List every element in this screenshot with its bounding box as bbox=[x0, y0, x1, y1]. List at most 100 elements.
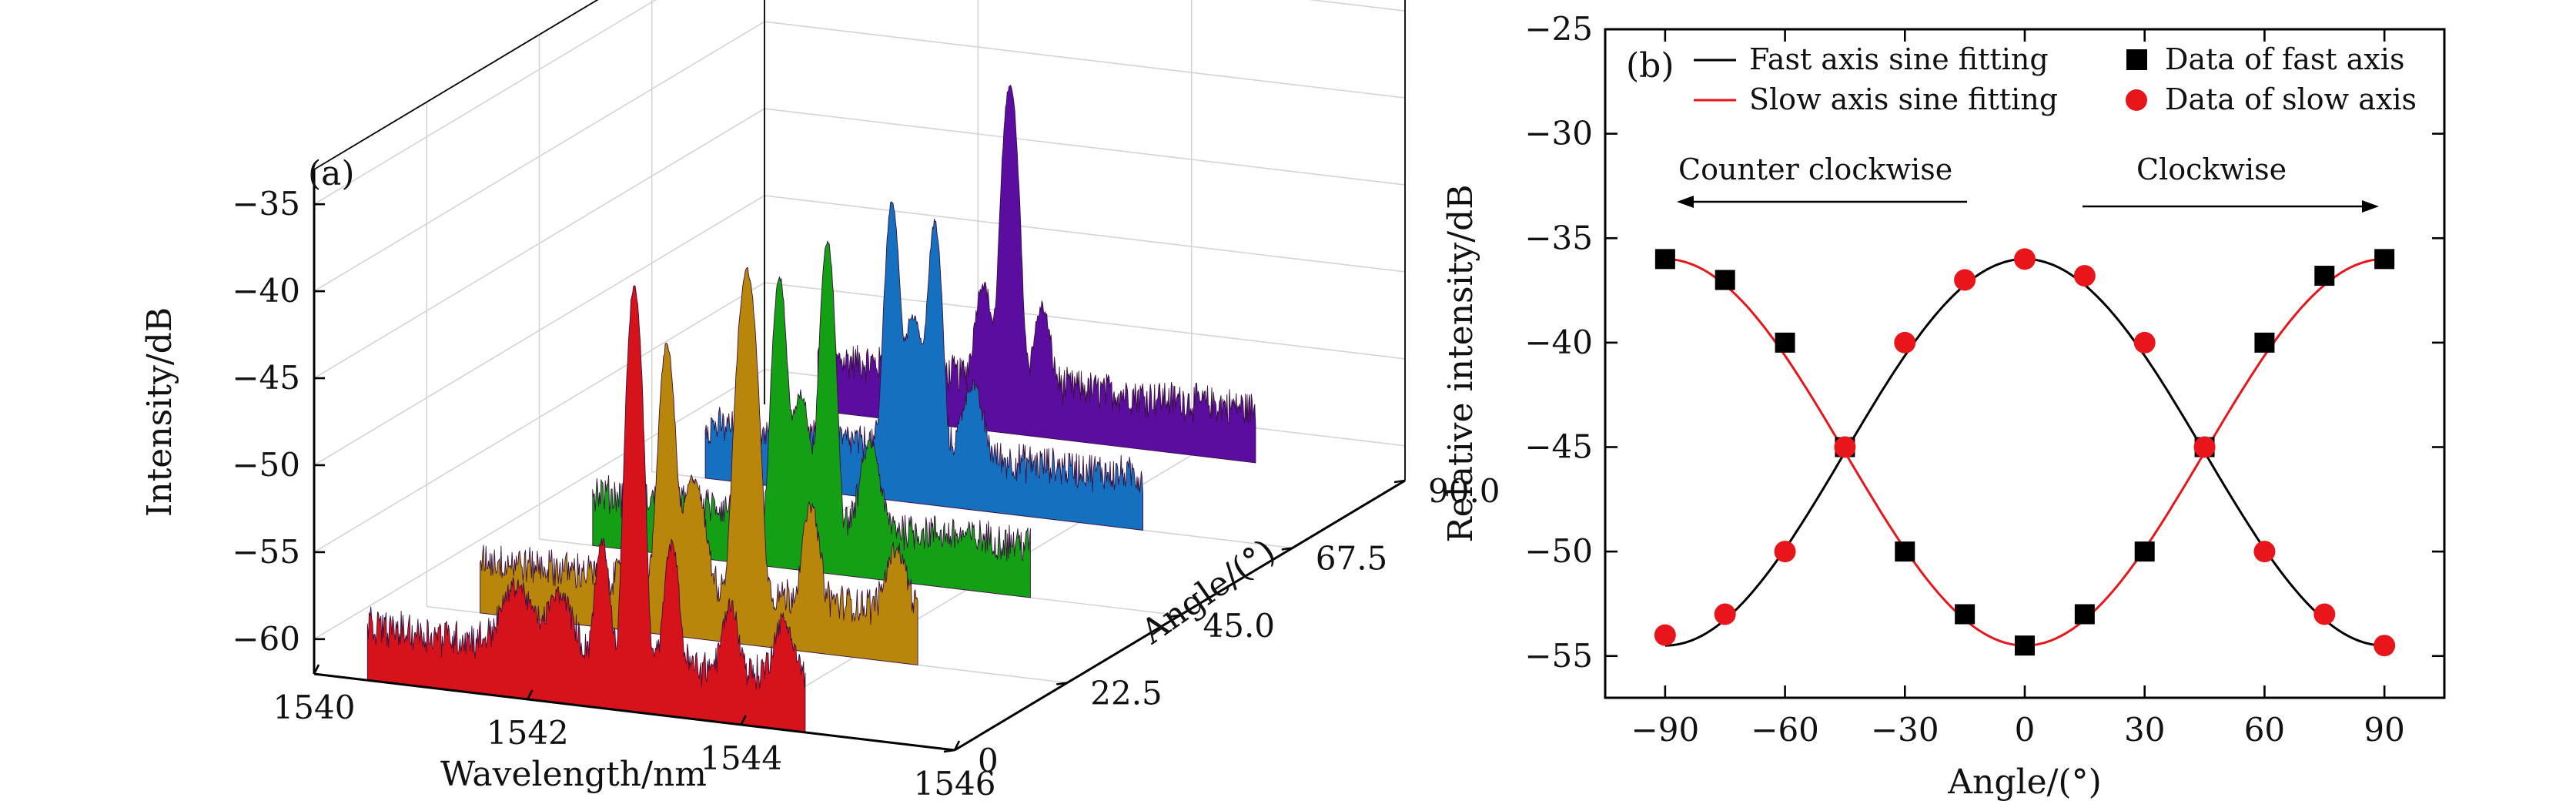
fast-axis-data-point bbox=[2314, 266, 2335, 287]
legend-fast-fit-label: Fast axis sine fitting bbox=[1749, 42, 2049, 76]
y-tick-label: −55 bbox=[232, 533, 300, 571]
back-wall-grid-line bbox=[764, 21, 1406, 99]
x-tick-label: 1540 bbox=[273, 689, 356, 726]
back-wall-grid-line bbox=[1308, 0, 1406, 12]
angle-tick-label: 45.0 bbox=[1203, 607, 1276, 645]
legend-fast-data-marker bbox=[2126, 49, 2147, 70]
x-tick-label: 60 bbox=[2244, 711, 2285, 749]
slow-axis-data-point bbox=[2313, 603, 2336, 625]
slow-axis-data-point bbox=[2014, 248, 2036, 270]
angle-tick bbox=[1393, 479, 1406, 484]
slow-axis-data-point bbox=[1654, 624, 1676, 646]
panel-b-legend: Fast axis sine fitting Slow axis sine fi… bbox=[1694, 42, 2417, 116]
x-tick bbox=[740, 715, 747, 726]
fast-axis-data-point bbox=[1654, 249, 1675, 270]
panel-b-data-points bbox=[1654, 248, 2396, 657]
fast-axis-data-point bbox=[2374, 249, 2395, 270]
panel-a-x-axis-label: Wavelength/nm bbox=[440, 755, 707, 794]
fast-axis-data-point bbox=[2134, 541, 2155, 562]
legend-fast-data-label: Data of fast axis bbox=[2165, 42, 2404, 76]
legend-slow-fit-label: Slow axis sine fitting bbox=[1749, 82, 2058, 116]
slow-axis-fit-curve bbox=[1664, 257, 2385, 647]
x-tick-label: −30 bbox=[1871, 711, 1939, 749]
y-tick-label: −50 bbox=[232, 446, 300, 484]
slow-axis-data-point bbox=[2253, 541, 2276, 563]
panel-a-series-group bbox=[366, 85, 1256, 733]
x-tick-label: −90 bbox=[1631, 711, 1700, 749]
panel-a-label: (a) bbox=[308, 154, 355, 193]
fast-axis-data-point bbox=[1955, 604, 1975, 625]
slow-axis-data-point bbox=[1774, 541, 1796, 563]
front-axis-edge bbox=[313, 672, 955, 752]
back-wall-grid-line bbox=[764, 282, 1406, 360]
panel-b-y-axis-label: Relative intensity/dB bbox=[1441, 184, 1480, 542]
clockwise-annotation: Clockwise bbox=[2136, 152, 2287, 186]
y-tick-label: −25 bbox=[1524, 10, 1593, 48]
slow-axis-data-point bbox=[2133, 331, 2156, 354]
y-tick-label: −50 bbox=[1524, 532, 1593, 570]
fast-axis-data-point bbox=[1895, 541, 1915, 562]
clockwise-arrow bbox=[2083, 200, 2379, 213]
y-tick-label: −45 bbox=[232, 359, 300, 397]
y-tick-label: −30 bbox=[1524, 115, 1593, 152]
x-tick-label: 1544 bbox=[700, 739, 782, 777]
angle-tick-label: 0 bbox=[978, 742, 999, 779]
counter-clockwise-arrow bbox=[1677, 196, 1967, 208]
panel-b-fit-curves bbox=[1664, 257, 2385, 647]
angle-tick bbox=[1281, 547, 1293, 551]
fast-axis-data-point bbox=[2254, 332, 2275, 353]
x-tick bbox=[313, 664, 320, 675]
fast-axis-fit-curve bbox=[1664, 257, 2385, 647]
slow-axis-data-point bbox=[2374, 635, 2396, 657]
slow-axis-data-point bbox=[1834, 436, 1856, 458]
angle-tick bbox=[943, 749, 955, 753]
legend-slow-data-label: Data of slow axis bbox=[2165, 82, 2417, 116]
slow-axis-data-point bbox=[2193, 436, 2216, 458]
x-tick bbox=[527, 689, 534, 700]
angle-tick bbox=[1056, 682, 1068, 685]
back-wall-grid-line bbox=[764, 195, 1406, 273]
slow-axis-data-point bbox=[1714, 603, 1736, 625]
panel-b-label: (b) bbox=[1626, 46, 1674, 85]
y-tick-label: −40 bbox=[232, 272, 300, 310]
panel-b-plot-frame bbox=[1604, 28, 2446, 699]
fast-axis-data-point bbox=[2015, 635, 2035, 656]
y-tick-label: −45 bbox=[1524, 428, 1593, 466]
y-tick-label: −40 bbox=[1524, 323, 1593, 361]
slow-axis-data-point bbox=[1894, 331, 1916, 354]
fast-axis-data-point bbox=[1715, 270, 1735, 290]
y-tick-label: −35 bbox=[1524, 219, 1593, 256]
x-tick bbox=[953, 740, 961, 751]
legend-slow-data-marker bbox=[2126, 89, 2147, 111]
slow-axis-data-point bbox=[2073, 265, 2096, 287]
fast-axis-data-point bbox=[2074, 604, 2095, 625]
slow-axis-data-point bbox=[1954, 269, 1976, 291]
panel-a-back-walls bbox=[313, 0, 1406, 726]
counter-clockwise-annotation: Counter clockwise bbox=[1678, 152, 1952, 186]
fast-axis-data-point bbox=[1775, 332, 1795, 353]
angle-tick bbox=[1169, 614, 1180, 618]
spectrum-series-angle-22-5 bbox=[480, 266, 918, 665]
y-tick-label: −60 bbox=[232, 620, 300, 658]
spectrum-series-angle-0 bbox=[366, 285, 806, 733]
panel-b-angle-chart: −90 −60 −30 0 30 60 90 −25 −30 −35 −40 −45 −50 −55 (b… bbox=[1441, 10, 2446, 802]
wall-edge bbox=[313, 0, 599, 170]
angle-tick-label: 67.5 bbox=[1316, 540, 1388, 578]
panel-b-x-axis-label: Angle/(°) bbox=[1947, 762, 2102, 802]
x-tick-label: 1546 bbox=[914, 765, 996, 803]
x-tick-label: 30 bbox=[2124, 711, 2165, 749]
angle-tick-label: 90.0 bbox=[1428, 472, 1500, 510]
y-tick-label: −35 bbox=[232, 185, 300, 223]
panel-b-ticks: −90 −60 −30 0 30 60 90 −25 −30 −35 −40 −45 −50 −55 bbox=[1524, 10, 2444, 749]
x-tick-label: 90 bbox=[2364, 711, 2404, 749]
angle-tick-label: 22.5 bbox=[1090, 675, 1163, 712]
x-tick-label: 0 bbox=[2015, 711, 2036, 749]
panel-a-y-axis-label: Intensity/dB bbox=[140, 307, 179, 517]
x-tick-label: −60 bbox=[1751, 711, 1819, 749]
y-tick-label: −55 bbox=[1524, 637, 1593, 675]
back-wall-grid-line bbox=[764, 108, 1406, 186]
x-tick-label: 1542 bbox=[487, 714, 569, 752]
